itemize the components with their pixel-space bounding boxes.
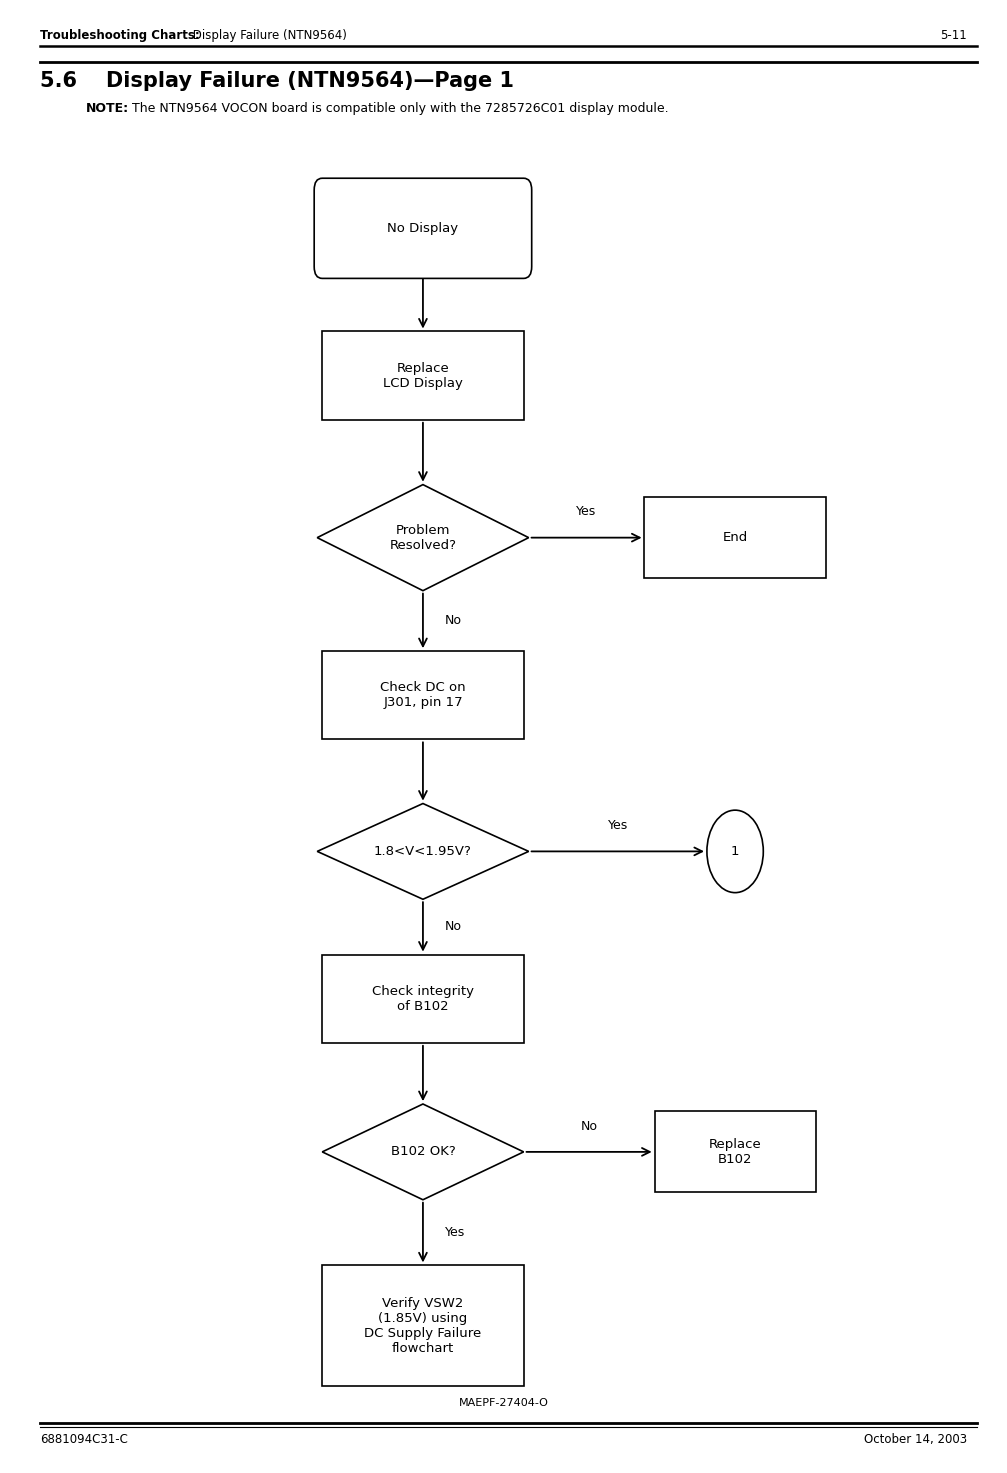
FancyBboxPatch shape	[314, 178, 532, 278]
Text: No: No	[445, 921, 462, 934]
Text: No Display: No Display	[388, 222, 458, 234]
Text: Verify VSW2
(1.85V) using
DC Supply Failure
flowchart: Verify VSW2 (1.85V) using DC Supply Fail…	[365, 1296, 481, 1355]
Bar	[322, 331, 524, 420]
Text: 5.6    Display Failure (NTN9564)—Page 1: 5.6 Display Failure (NTN9564)—Page 1	[40, 71, 515, 91]
Text: Problem
Resolved?: Problem Resolved?	[390, 523, 456, 552]
Text: Replace
LCD Display: Replace LCD Display	[383, 361, 463, 390]
Bar	[655, 1112, 816, 1193]
Text: 1: 1	[731, 846, 739, 857]
Text: MAEPF-27404-O: MAEPF-27404-O	[458, 1398, 549, 1408]
Bar	[322, 955, 524, 1043]
Text: Yes: Yes	[607, 819, 628, 832]
Bar	[322, 1265, 524, 1386]
Text: 5-11: 5-11	[940, 29, 967, 41]
Text: Yes: Yes	[445, 1226, 465, 1239]
Polygon shape	[317, 485, 529, 591]
Text: NOTE:: NOTE:	[86, 102, 129, 115]
Text: Troubleshooting Charts:: Troubleshooting Charts:	[40, 29, 200, 41]
Text: Display Failure (NTN9564): Display Failure (NTN9564)	[189, 29, 347, 41]
Text: The NTN9564 VOCON board is compatible only with the 7285726C01 display module.: The NTN9564 VOCON board is compatible on…	[132, 102, 669, 115]
Bar	[322, 651, 524, 739]
Text: No: No	[445, 614, 462, 627]
Text: 6881094C31-C: 6881094C31-C	[40, 1433, 128, 1446]
Bar	[644, 496, 826, 577]
Text: 1.8<V<1.95V?: 1.8<V<1.95V?	[374, 846, 472, 857]
Text: Yes: Yes	[576, 505, 597, 518]
Circle shape	[707, 810, 763, 893]
Text: B102 OK?: B102 OK?	[391, 1146, 455, 1158]
Text: Check DC on
J301, pin 17: Check DC on J301, pin 17	[380, 681, 466, 710]
Polygon shape	[317, 804, 529, 899]
Text: October 14, 2003: October 14, 2003	[864, 1433, 967, 1446]
Text: Check integrity
of B102: Check integrity of B102	[372, 984, 474, 1013]
Text: End: End	[722, 532, 748, 544]
Text: No: No	[581, 1119, 597, 1133]
Polygon shape	[322, 1105, 524, 1199]
Text: Replace
B102: Replace B102	[709, 1137, 761, 1167]
